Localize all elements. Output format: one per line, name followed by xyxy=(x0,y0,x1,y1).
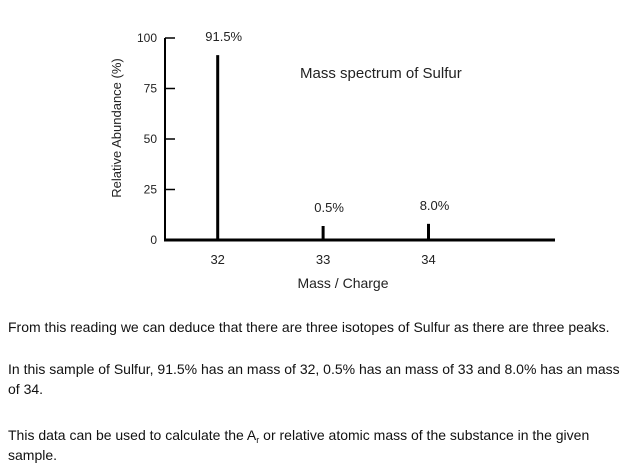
mass-spectrum-chart: 0 25 50 75 100 32 33 34 91.5% 0.5% 8.0% Mass spec… xyxy=(109,29,555,291)
y-tick-label: 75 xyxy=(144,82,158,96)
axes: 0 25 50 75 100 32 33 34 xyxy=(137,31,555,267)
y-axis-label: Relative Abundance (%) xyxy=(109,58,124,197)
x-tick-label: 32 xyxy=(210,252,224,267)
subscript-r: r xyxy=(256,435,260,445)
paragraph-text-start: This data can be used to calculate the A xyxy=(8,427,257,443)
y-tick-label: 100 xyxy=(137,31,157,45)
x-tick-label: 34 xyxy=(421,252,435,267)
data-label: 91.5% xyxy=(205,29,242,44)
paragraph-abundances: In this sample of Sulfur, 91.5% has an m… xyxy=(8,361,620,397)
paragraph-text-end: or relative atomic mass of the substance… xyxy=(8,427,590,463)
x-tick-label: 33 xyxy=(316,252,330,267)
y-tick-label: 25 xyxy=(144,183,158,197)
chart-title: Mass spectrum of Sulfur xyxy=(300,65,462,82)
x-axis-label: Mass / Charge xyxy=(297,275,388,291)
y-tick-label: 0 xyxy=(150,233,157,247)
data-label: 8.0% xyxy=(420,198,450,213)
y-tick-label: 50 xyxy=(144,132,158,146)
paragraph-relative-atomic-mass: This data can be used to calculate the A… xyxy=(8,425,634,465)
bars: 91.5% 0.5% 8.0% xyxy=(205,29,450,240)
data-label: 0.5% xyxy=(314,200,344,215)
paragraph-isotopes: From this reading we can deduce that the… xyxy=(8,319,610,335)
